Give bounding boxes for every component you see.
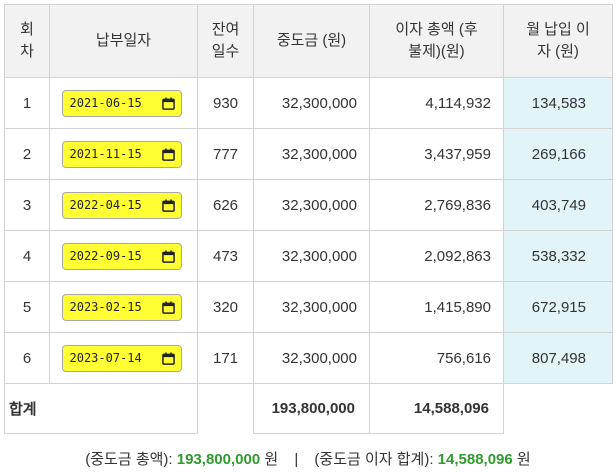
total-blank-cell-end xyxy=(504,384,613,434)
pay-date-cell: 2021-11-15 xyxy=(49,128,198,180)
pay-date-value: 2021-06-15 xyxy=(69,96,142,110)
total-interim-amount: 193,800,000 xyxy=(253,383,370,434)
round-cell: 4 xyxy=(4,230,50,282)
summary-total-amount-value: 193,800,000 xyxy=(176,451,261,468)
header-remaining-days: 잔여 일수 xyxy=(197,4,254,78)
total-interest-cell: 4,114,932 xyxy=(369,77,504,129)
table-row: 3 2022-04-15 626 32,300,000 2,769,836 40… xyxy=(4,179,613,231)
summary-unit-2: 원 xyxy=(516,451,531,468)
table-row: 2 2021-11-15 777 32,300,000 3,437,959 26… xyxy=(4,128,613,180)
pay-date-value: 2023-02-15 xyxy=(69,300,142,314)
pay-date-input[interactable]: 2023-07-14 xyxy=(61,344,182,372)
total-interest-cell: 3,437,959 xyxy=(369,128,504,180)
pay-date-value: 2022-04-15 xyxy=(69,198,142,212)
monthly-interest-cell: 807,498 xyxy=(503,332,613,384)
pay-date-input[interactable]: 2022-04-15 xyxy=(61,191,182,219)
interim-amount-cell: 32,300,000 xyxy=(253,281,370,333)
monthly-interest-cell: 672,915 xyxy=(503,281,613,333)
calendar-icon[interactable] xyxy=(161,300,175,314)
header-round: 회 차 xyxy=(4,4,50,78)
pay-date-input[interactable]: 2023-02-15 xyxy=(61,293,182,321)
total-interest-cell: 756,616 xyxy=(369,332,504,384)
summary-total-amount-label: (중도금 총액): xyxy=(85,451,173,468)
round-cell: 6 xyxy=(4,332,50,384)
calendar-icon[interactable] xyxy=(161,351,175,365)
total-row: 합계 193,800,000 14,588,096 xyxy=(4,383,613,434)
table-row: 6 2023-07-14 171 32,300,000 756,616 807,… xyxy=(4,332,613,384)
remaining-days-cell: 320 xyxy=(197,281,254,333)
calendar-icon[interactable] xyxy=(161,249,175,263)
pay-date-cell: 2021-06-15 xyxy=(49,77,198,129)
remaining-days-cell: 626 xyxy=(197,179,254,231)
pay-date-cell: 2022-09-15 xyxy=(49,230,198,282)
table-row: 5 2023-02-15 320 32,300,000 1,415,890 67… xyxy=(4,281,613,333)
calendar-icon[interactable] xyxy=(161,147,175,161)
pay-date-cell: 2023-07-14 xyxy=(49,332,198,384)
remaining-days-cell: 777 xyxy=(197,128,254,180)
total-blank-cell xyxy=(198,384,254,434)
total-interest-sum: 14,588,096 xyxy=(369,383,504,434)
total-label: 합계 xyxy=(4,383,198,434)
summary-total-interest-value: 14,588,096 xyxy=(437,451,513,468)
total-interest-cell: 2,769,836 xyxy=(369,179,504,231)
total-interest-cell: 1,415,890 xyxy=(369,281,504,333)
round-cell: 2 xyxy=(4,128,50,180)
round-cell: 5 xyxy=(4,281,50,333)
header-total-interest: 이자 총액 (후 불제)(원) xyxy=(369,4,504,78)
table-row: 1 2021-06-15 930 32,300,000 4,114,932 13… xyxy=(4,77,613,129)
interim-amount-cell: 32,300,000 xyxy=(253,332,370,384)
pay-date-value: 2021-11-15 xyxy=(69,147,142,161)
table-header-row: 회 차 납부일자 잔여 일수 중도금 (원) 이자 총액 (후 불제)(원) 월… xyxy=(4,4,613,78)
pay-date-value: 2022-09-15 xyxy=(69,249,142,263)
pay-date-cell: 2023-02-15 xyxy=(49,281,198,333)
pay-date-value: 2023-07-14 xyxy=(69,351,142,365)
header-interim-amount: 중도금 (원) xyxy=(253,4,370,78)
summary-separator: | xyxy=(294,451,299,468)
remaining-days-cell: 473 xyxy=(197,230,254,282)
interim-amount-cell: 32,300,000 xyxy=(253,179,370,231)
monthly-interest-cell: 538,332 xyxy=(503,230,613,282)
monthly-interest-cell: 269,166 xyxy=(503,128,613,180)
calendar-icon[interactable] xyxy=(161,96,175,110)
pay-date-input[interactable]: 2022-09-15 xyxy=(61,242,182,270)
monthly-interest-cell: 134,583 xyxy=(503,77,613,129)
interim-amount-cell: 32,300,000 xyxy=(253,230,370,282)
interim-amount-cell: 32,300,000 xyxy=(253,77,370,129)
pay-date-input[interactable]: 2021-06-15 xyxy=(61,89,182,117)
table-row: 4 2022-09-15 473 32,300,000 2,092,863 53… xyxy=(4,230,613,282)
pay-date-input[interactable]: 2021-11-15 xyxy=(61,140,182,168)
remaining-days-cell: 930 xyxy=(197,77,254,129)
pay-date-cell: 2022-04-15 xyxy=(49,179,198,231)
header-pay-date: 납부일자 xyxy=(49,4,198,78)
total-interest-cell: 2,092,863 xyxy=(369,230,504,282)
header-monthly-interest: 월 납입 이 자 (원) xyxy=(503,4,613,78)
round-cell: 3 xyxy=(4,179,50,231)
interim-amount-cell: 32,300,000 xyxy=(253,128,370,180)
monthly-interest-cell: 403,749 xyxy=(503,179,613,231)
round-cell: 1 xyxy=(4,77,50,129)
remaining-days-cell: 171 xyxy=(197,332,254,384)
summary-unit-1: 원 xyxy=(264,451,279,468)
summary-line: (중도금 총액): 193,800,000 원 | (중도금 이자 합계): 1… xyxy=(0,448,616,469)
summary-total-interest-label: (중도금 이자 합계): xyxy=(314,451,434,468)
calendar-icon[interactable] xyxy=(161,198,175,212)
interim-payment-table: 회 차 납부일자 잔여 일수 중도금 (원) 이자 총액 (후 불제)(원) 월… xyxy=(4,4,613,434)
